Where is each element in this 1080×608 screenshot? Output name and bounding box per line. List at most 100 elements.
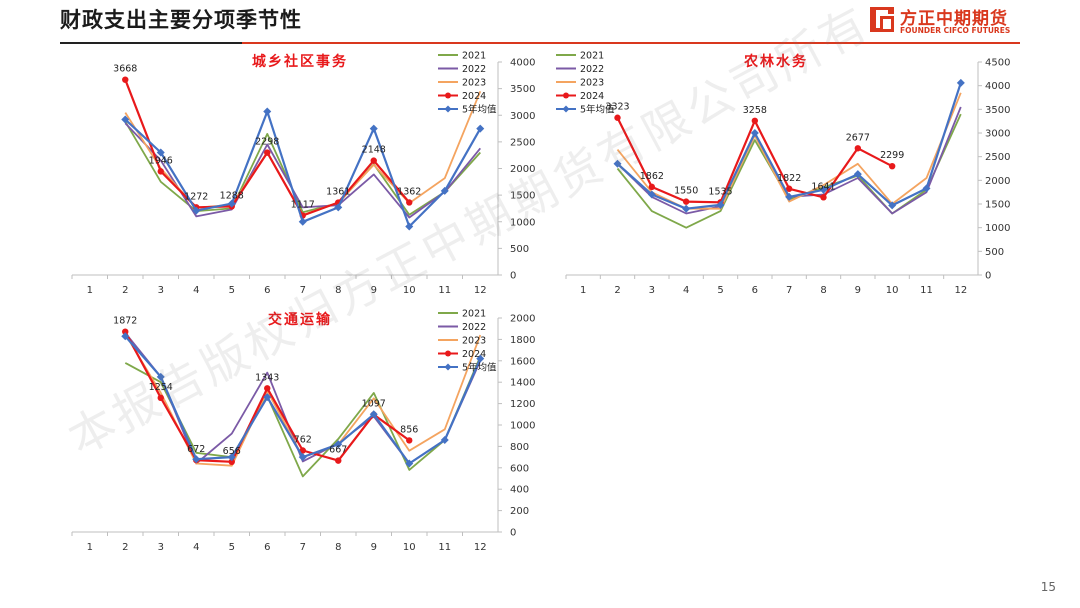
- data-label: 1946: [149, 155, 173, 166]
- data-label: 1097: [362, 399, 386, 410]
- legend-label: 2024: [462, 349, 486, 360]
- data-point: [406, 199, 413, 206]
- x-tick-label: 10: [403, 542, 416, 553]
- data-label: 1362: [397, 186, 421, 197]
- y-tick-label: 0: [510, 528, 516, 539]
- data-point: [335, 457, 342, 464]
- data-label: 762: [294, 434, 312, 445]
- legend-label: 2022: [462, 64, 486, 75]
- y-tick-label: 1000: [510, 421, 535, 432]
- x-tick-label: 9: [855, 285, 861, 296]
- x-tick-label: 8: [335, 542, 341, 553]
- data-point: [156, 372, 165, 381]
- data-point: [157, 168, 164, 175]
- data-point: [334, 440, 343, 449]
- title-underline: [60, 42, 242, 44]
- logo-mark-icon: [870, 7, 894, 32]
- x-tick-label: 7: [300, 285, 306, 296]
- data-label: 672: [187, 444, 205, 455]
- y-tick-label: 1500: [985, 200, 1010, 211]
- header-rule: [242, 42, 1020, 44]
- legend-label: 2021: [462, 51, 486, 62]
- x-tick-label: 9: [371, 542, 377, 553]
- data-label: 3668: [113, 64, 137, 75]
- data-label: 856: [400, 424, 418, 435]
- x-tick-label: 2: [122, 285, 128, 296]
- x-tick-label: 6: [264, 542, 270, 553]
- legend-marker: [445, 92, 451, 99]
- x-tick-label: 12: [474, 542, 487, 553]
- y-tick-label: 3000: [510, 111, 535, 122]
- y-tick-label: 4000: [510, 58, 535, 69]
- y-tick-label: 3000: [985, 129, 1010, 140]
- data-point: [922, 184, 931, 193]
- y-tick-label: 2500: [985, 152, 1010, 163]
- data-label: 2677: [846, 132, 870, 143]
- data-point: [440, 186, 449, 195]
- data-point: [370, 157, 377, 164]
- y-tick-label: 3500: [985, 105, 1010, 116]
- data-point: [476, 124, 485, 133]
- legend-marker: [444, 363, 452, 371]
- data-label: 667: [329, 445, 347, 456]
- company-logo: 方正中期期货 FOUNDER CIFCO FUTURES: [868, 3, 1020, 39]
- logo-chinese-name: 方正中期期货: [900, 9, 1008, 29]
- data-point: [854, 145, 862, 152]
- data-point: [888, 162, 896, 170]
- legend-label: 2023: [580, 78, 604, 89]
- legend-label: 2024: [462, 91, 486, 102]
- data-point: [785, 185, 793, 192]
- legend-marker: [563, 92, 569, 99]
- y-tick-label: 2000: [510, 164, 535, 175]
- data-point: [157, 394, 164, 402]
- data-label: 2148: [362, 145, 386, 156]
- y-tick-label: 0: [985, 271, 991, 282]
- data-point: [263, 107, 272, 116]
- legend-marker: [445, 350, 451, 357]
- data-point: [264, 149, 271, 156]
- y-tick-label: 1600: [510, 356, 535, 367]
- data-label: 1254: [149, 382, 173, 393]
- data-point: [227, 453, 236, 462]
- series-line: [616, 113, 962, 229]
- x-tick-label: 3: [158, 542, 164, 553]
- x-tick-label: 10: [886, 285, 899, 296]
- x-tick-label: 10: [403, 285, 416, 296]
- data-point: [716, 200, 725, 209]
- legend-label: 5年均值: [462, 104, 497, 116]
- series-line: [124, 121, 481, 216]
- x-tick-label: 9: [371, 285, 377, 296]
- data-point: [299, 447, 306, 454]
- data-label: 1272: [184, 191, 208, 202]
- data-point: [613, 159, 622, 168]
- series-line: [124, 122, 481, 219]
- y-tick-label: 1400: [510, 378, 535, 389]
- x-tick-label: 2: [122, 542, 128, 553]
- x-tick-label: 3: [649, 285, 655, 296]
- data-label: 2298: [255, 137, 279, 148]
- data-point: [192, 206, 201, 215]
- logo-english-name: FOUNDER CIFCO FUTURES: [900, 26, 1011, 35]
- legend-label: 2022: [462, 322, 486, 333]
- y-tick-label: 2000: [510, 314, 535, 325]
- data-point: [440, 435, 449, 444]
- legend-label: 2024: [580, 91, 604, 102]
- data-point: [369, 124, 378, 133]
- legend-label: 5年均值: [462, 362, 497, 374]
- y-tick-label: 500: [985, 247, 1004, 258]
- x-tick-label: 5: [229, 542, 235, 553]
- legend-label: 2021: [462, 309, 486, 320]
- data-point: [298, 217, 307, 226]
- series-line: [124, 333, 482, 467]
- x-tick-label: 4: [193, 285, 199, 296]
- data-point: [682, 204, 691, 213]
- x-tick-label: 5: [229, 285, 235, 296]
- legend-label: 2023: [462, 78, 486, 89]
- y-tick-label: 1800: [510, 335, 535, 346]
- y-tick-label: 800: [510, 442, 529, 453]
- y-tick-label: 1200: [510, 399, 535, 410]
- y-tick-label: 0: [510, 271, 516, 282]
- data-point: [122, 328, 129, 335]
- x-tick-label: 6: [264, 285, 270, 296]
- x-tick-label: 2: [614, 285, 620, 296]
